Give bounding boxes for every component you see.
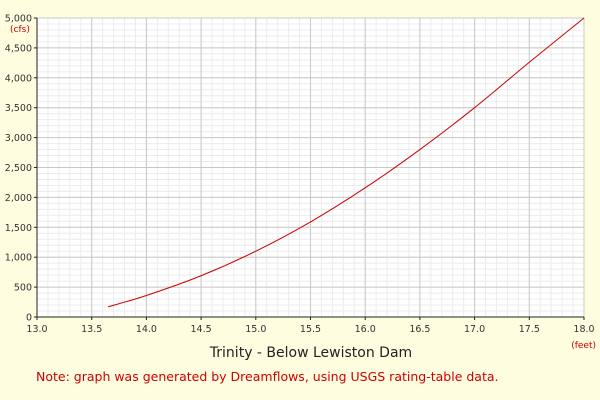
series-layer [107, 17, 585, 308]
x-tick-label: 15.0 [245, 324, 266, 335]
y-axis-unit-label: (cfs) [10, 25, 30, 35]
footer-note: Note: graph was generated by Dreamflows,… [36, 369, 499, 384]
x-tick-labels: 13.0 13.5 14.0 14.5 15.0 15.5 16.0 16.5 17.0 17.5… [26, 317, 595, 335]
x-tick-label: 14.5 [191, 324, 212, 335]
x-axis-unit-label: (feet) [571, 341, 596, 351]
grid-major [36, 17, 585, 318]
x-tick-label: 18.0 [573, 324, 594, 335]
x-tick-label: 16.5 [409, 324, 430, 335]
y-tick-label: 2,500 [5, 163, 32, 174]
y-tick-labels: 0 500 1,000 1,500 2,000 2,500 3,000 3,500 4,000 4… [5, 14, 37, 324]
series-line [107, 17, 585, 308]
y-tick-label: 0 [26, 313, 32, 324]
y-tick-label: 4,500 [5, 43, 32, 54]
chart-title: Trinity - Below Lewiston Dam [209, 345, 412, 361]
x-tick-label: 13.5 [81, 324, 102, 335]
x-tick-label: 16.0 [355, 324, 376, 335]
y-tick-label: 1,500 [5, 223, 32, 234]
y-tick-label: 3,000 [5, 133, 32, 144]
y-tick-label: 4,000 [5, 73, 32, 84]
x-tick-label: 17.0 [464, 324, 485, 335]
x-tick-label: 15.5 [300, 324, 321, 335]
y-tick-label: 3,500 [5, 103, 32, 114]
x-tick-label: 13.0 [26, 324, 47, 335]
y-tick-label: 5,000 [5, 14, 32, 25]
y-tick-label: 500 [14, 283, 32, 294]
y-tick-label: 1,000 [5, 253, 32, 264]
x-tick-label: 14.0 [136, 324, 157, 335]
x-tick-label: 17.5 [519, 324, 540, 335]
y-tick-label: 2,000 [5, 193, 32, 204]
